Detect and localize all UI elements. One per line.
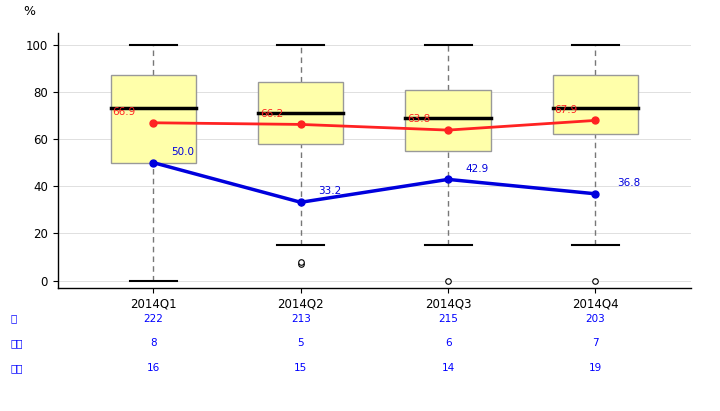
- Text: 66.2: 66.2: [260, 109, 283, 118]
- Text: 67.9: 67.9: [554, 104, 577, 115]
- Text: 203: 203: [585, 314, 606, 323]
- Text: 分子: 分子: [11, 338, 23, 348]
- Bar: [405, 90, 491, 151]
- Bar: [258, 83, 343, 144]
- Text: 7: 7: [592, 338, 599, 348]
- Text: 5: 5: [297, 338, 304, 348]
- Text: 42.9: 42.9: [466, 164, 489, 173]
- Bar: [111, 75, 196, 163]
- Text: 分母: 分母: [11, 363, 23, 373]
- Text: 33.2: 33.2: [318, 187, 342, 196]
- Text: ｎ: ｎ: [11, 314, 17, 323]
- Text: 50.0: 50.0: [171, 147, 194, 157]
- Text: 15: 15: [294, 363, 307, 373]
- Text: 36.8: 36.8: [618, 178, 641, 188]
- Text: 63.8: 63.8: [407, 114, 431, 124]
- Bar: [553, 75, 638, 134]
- Text: 16: 16: [147, 363, 160, 373]
- Y-axis label: %: %: [23, 5, 35, 18]
- Text: 6: 6: [445, 338, 451, 348]
- Text: 66.9: 66.9: [112, 107, 135, 117]
- Text: 213: 213: [291, 314, 310, 323]
- Text: 19: 19: [589, 363, 602, 373]
- Text: 8: 8: [150, 338, 157, 348]
- Text: 222: 222: [143, 314, 163, 323]
- Text: 14: 14: [441, 363, 455, 373]
- Text: 215: 215: [438, 314, 458, 323]
